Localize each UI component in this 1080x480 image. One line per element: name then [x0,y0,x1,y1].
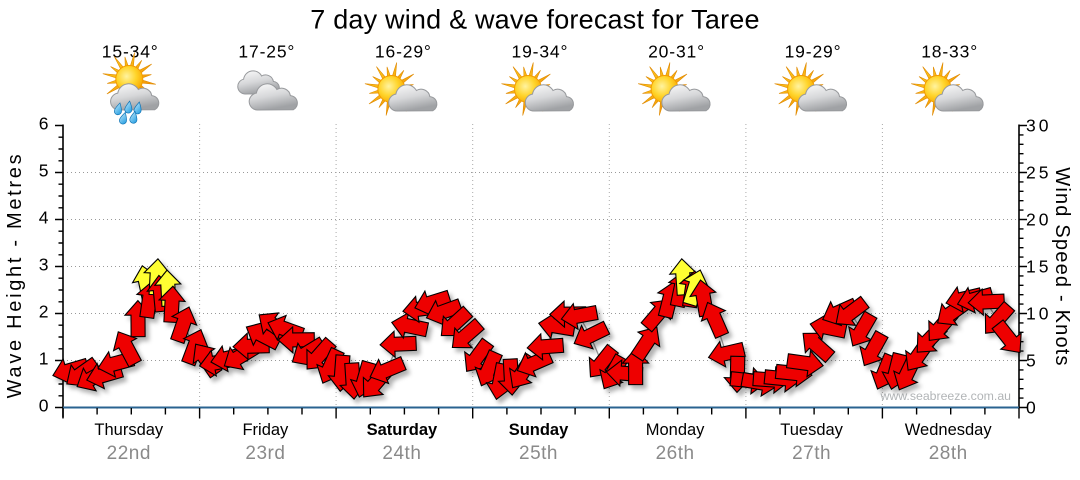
svg-text:19-29°: 19-29° [785,42,841,62]
svg-text:17-25°: 17-25° [238,42,294,62]
svg-text:19-34°: 19-34° [512,42,568,62]
svg-text:Friday: Friday [242,421,289,439]
svg-text:15-34°: 15-34° [102,42,158,62]
svg-text:Thursday: Thursday [94,421,164,439]
svg-text:0: 0 [39,396,49,416]
svg-text:5: 5 [39,161,49,181]
svg-text:7 day wind & wave forecast for: 7 day wind & wave forecast for Taree [310,5,759,35]
svg-text:2: 2 [39,302,49,322]
svg-text:www.seabreeze.com.au: www.seabreeze.com.au [879,389,1011,403]
svg-text:Sunday: Sunday [509,421,569,439]
svg-text:27th: 27th [792,443,831,464]
svg-text:22nd: 22nd [107,443,151,464]
svg-text:Wind Speed - Knots: Wind Speed - Knots [1051,167,1073,366]
svg-text:25th: 25th [519,443,558,464]
svg-text:24th: 24th [382,443,421,464]
svg-text:18-33°: 18-33° [921,42,977,62]
svg-text:Wave Height - Metres: Wave Height - Metres [4,152,26,399]
svg-text:0: 0 [1026,398,1036,418]
svg-text:4: 4 [39,208,49,228]
svg-text:16-29°: 16-29° [375,42,431,62]
svg-text:6: 6 [39,114,49,134]
svg-text:20-31°: 20-31° [648,42,704,62]
svg-text:3: 3 [39,255,49,275]
svg-text:Tuesday: Tuesday [780,421,843,439]
svg-text:1: 1 [39,349,49,369]
svg-text:Monday: Monday [646,421,705,439]
svg-text:26th: 26th [656,443,695,464]
svg-text:23rd: 23rd [245,443,285,464]
svg-text:28th: 28th [929,443,968,464]
svg-text:5: 5 [1026,351,1036,371]
svg-text:Wednesday: Wednesday [905,421,993,439]
svg-text:Saturday: Saturday [367,421,438,439]
